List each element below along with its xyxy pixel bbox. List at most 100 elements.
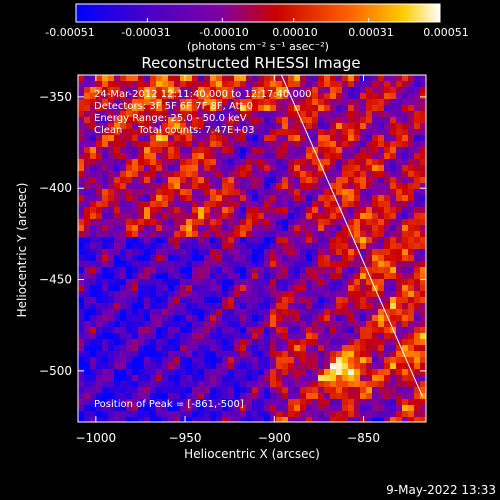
heatmap-cell <box>120 417 127 422</box>
heatmap-cell <box>144 303 151 310</box>
heatmap-cell <box>264 243 271 250</box>
heatmap-cell <box>228 243 235 250</box>
heatmap-cell <box>90 369 97 376</box>
heatmap-cell <box>378 231 385 238</box>
heatmap-cell <box>186 315 193 322</box>
heatmap-cell <box>234 285 241 292</box>
heatmap-cell <box>264 327 271 334</box>
heatmap-cell <box>306 129 313 136</box>
heatmap-cell <box>294 243 301 250</box>
heatmap-cell <box>222 147 229 154</box>
heatmap-cell <box>288 267 295 274</box>
heatmap-cell <box>204 411 211 418</box>
heatmap-cell <box>390 225 397 232</box>
heatmap-cell <box>384 387 391 394</box>
heatmap-cell <box>162 207 169 214</box>
heatmap-cell <box>270 105 277 112</box>
heatmap-cell <box>210 357 217 364</box>
heatmap-cell <box>120 345 127 352</box>
heatmap-cell <box>132 309 139 316</box>
heatmap-cell <box>294 171 301 178</box>
heatmap-cell <box>198 189 205 196</box>
heatmap-cell <box>180 249 187 256</box>
heatmap-cell <box>90 213 97 220</box>
heatmap-cell <box>78 141 85 148</box>
heatmap-cell <box>168 105 175 112</box>
heatmap-cell <box>222 183 229 190</box>
heatmap-cell <box>132 93 139 100</box>
heatmap-cell <box>132 75 139 82</box>
heatmap-cell <box>336 201 343 208</box>
heatmap-cell <box>222 297 229 304</box>
heatmap-cell <box>216 309 223 316</box>
heatmap-cell <box>132 267 139 274</box>
heatmap-cell <box>174 285 181 292</box>
heatmap-cell <box>402 405 409 412</box>
heatmap-cell <box>180 333 187 340</box>
heatmap-cell <box>168 273 175 280</box>
heatmap-cell <box>198 351 205 358</box>
heatmap-cell <box>96 231 103 238</box>
heatmap-cell <box>216 189 223 196</box>
heatmap-cell <box>246 357 253 364</box>
heatmap-cell <box>366 165 373 172</box>
heatmap-cell <box>312 141 319 148</box>
heatmap-cell <box>384 195 391 202</box>
heatmap-cell <box>258 255 265 262</box>
heatmap-cell <box>174 189 181 196</box>
heatmap-cell <box>216 315 223 322</box>
heatmap-cell <box>360 183 367 190</box>
heatmap-cell <box>264 189 271 196</box>
heatmap-cell <box>402 369 409 376</box>
heatmap-cell <box>114 273 121 280</box>
heatmap-cell <box>324 99 331 106</box>
heatmap-cell <box>276 297 283 304</box>
heatmap-cell <box>252 369 259 376</box>
heatmap-cell <box>366 303 373 310</box>
heatmap-cell <box>144 183 151 190</box>
heatmap-cell <box>180 399 187 406</box>
heatmap-cell <box>108 183 115 190</box>
heatmap-cell <box>192 177 199 184</box>
heatmap-cell <box>354 105 361 112</box>
heatmap-cell <box>324 351 331 358</box>
heatmap-cell <box>156 315 163 322</box>
heatmap-cell <box>156 387 163 394</box>
heatmap-cell <box>264 297 271 304</box>
heatmap-cell <box>138 297 145 304</box>
heatmap-cell <box>90 393 97 400</box>
heatmap-cell <box>336 273 343 280</box>
heatmap-cell <box>324 147 331 154</box>
heatmap-cell <box>132 111 139 118</box>
heatmap-cell <box>390 129 397 136</box>
heatmap-cell <box>336 279 343 286</box>
heatmap-cell <box>174 75 181 82</box>
heatmap-cell <box>120 159 127 166</box>
heatmap-cell <box>252 249 259 256</box>
heatmap-cell <box>120 123 127 130</box>
heatmap-cell <box>420 213 426 220</box>
heatmap-cell <box>390 417 397 422</box>
heatmap-cell <box>390 285 397 292</box>
heatmap-cell <box>252 231 259 238</box>
heatmap-cell <box>180 321 187 328</box>
heatmap-cell <box>96 255 103 262</box>
heatmap-cell <box>234 153 241 160</box>
heatmap-cell <box>318 363 325 370</box>
heatmap-cell <box>342 111 349 118</box>
heatmap-cell <box>102 219 109 226</box>
heatmap-cell <box>84 339 91 346</box>
heatmap-cell <box>282 321 289 328</box>
heatmap-cell <box>300 321 307 328</box>
heatmap-cell <box>96 237 103 244</box>
heatmap-cell <box>162 177 169 184</box>
heatmap-cell <box>198 159 205 166</box>
heatmap-cell <box>300 279 307 286</box>
heatmap-cell <box>234 399 241 406</box>
heatmap-cell <box>174 387 181 394</box>
heatmap-cell <box>102 183 109 190</box>
heatmap-cell <box>384 75 391 82</box>
heatmap-cell <box>294 231 301 238</box>
heatmap-cell <box>318 249 325 256</box>
heatmap-cell <box>246 321 253 328</box>
